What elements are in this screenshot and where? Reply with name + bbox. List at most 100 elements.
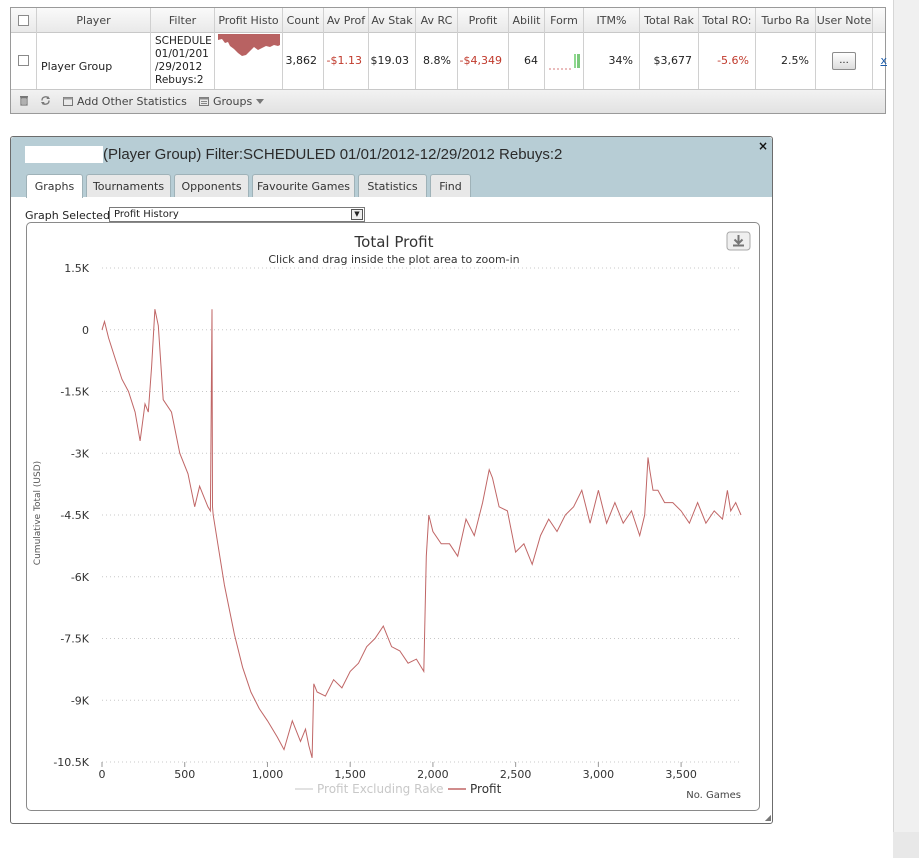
x-tick-label: 500 xyxy=(174,768,195,781)
window-title: (Player Group) Filter:SCHEDULED 01/01/20… xyxy=(103,146,563,163)
filter-line: /29/2012 xyxy=(155,60,203,73)
ability-value: 64 xyxy=(524,54,538,67)
col-label: Abilit xyxy=(512,13,541,27)
user-note-button-label: ... xyxy=(839,55,849,66)
trash-icon xyxy=(20,96,28,106)
ability-cell: 64 xyxy=(509,32,545,89)
tab-tournaments[interactable]: Tournaments xyxy=(86,174,171,197)
y-tick-label: -3K xyxy=(71,447,90,460)
filter-line: Rebuys:2 xyxy=(155,73,204,86)
col-filter[interactable]: Filter xyxy=(151,8,215,32)
chart-legend: Profit Excluding Rake Profit xyxy=(295,782,502,796)
add-other-statistics-label: Add Other Statistics xyxy=(77,95,187,108)
legend-item-profit[interactable]: Profit xyxy=(470,782,502,796)
chart-gridlines xyxy=(102,267,741,763)
close-icon: × xyxy=(757,139,768,153)
page-scrollbar[interactable] xyxy=(893,0,919,858)
dropdown-arrow-icon[interactable]: ▼ xyxy=(351,209,363,220)
scrollbar-corner xyxy=(893,832,919,858)
x-tick-label: 3,000 xyxy=(583,768,615,781)
col-form[interactable]: Form xyxy=(545,8,584,32)
col-label: Turbo Ra xyxy=(761,13,810,27)
av-profit-cell: -$1.13 xyxy=(324,32,369,89)
tab-find[interactable]: Find xyxy=(430,174,471,197)
col-label: Player xyxy=(76,13,111,27)
count-cell: 3,862 xyxy=(283,32,324,89)
table-row[interactable]: Player Group SCHEDULE 01/01/201 /29/2012… xyxy=(11,32,887,90)
y-tick-label: 1.5K xyxy=(64,262,89,275)
col-player[interactable]: Player xyxy=(37,8,151,32)
player-details-window: (Player Group) Filter:SCHEDULED 01/01/20… xyxy=(10,136,773,824)
x-tick-label: 1,000 xyxy=(252,768,284,781)
graph-select-dropdown[interactable]: Profit History ▼ xyxy=(109,207,365,222)
col-itm[interactable]: ITM% xyxy=(584,8,640,32)
y-tick-label: -10.5K xyxy=(53,756,89,769)
download-button[interactable] xyxy=(726,231,751,251)
tab-statistics[interactable]: Statistics xyxy=(358,174,427,197)
x-tick-label: 1,500 xyxy=(334,768,366,781)
profit-chart[interactable]: 1.5K 0 -1.5K -3K -4.5K -6K -7.5K -9K -10.5K 0 500… xyxy=(27,223,759,810)
y-tick-label: -6K xyxy=(71,571,90,584)
col-av-stake[interactable]: Av Stak xyxy=(369,8,416,32)
tab-label: Tournaments xyxy=(92,179,165,193)
add-other-statistics-button[interactable]: Add Other Statistics xyxy=(63,95,187,108)
av-profit-value: -$1.13 xyxy=(326,54,362,67)
tab-favourite-games[interactable]: Favourite Games xyxy=(252,174,355,197)
col-user-note[interactable]: User Note xyxy=(816,8,873,32)
tab-label: Favourite Games xyxy=(257,179,350,193)
tab-label: Find xyxy=(439,179,462,193)
form-sparkline xyxy=(549,53,580,69)
y-tick-label: -7.5K xyxy=(60,633,89,646)
col-total-rake[interactable]: Total Rak xyxy=(640,8,699,32)
row-checkbox[interactable] xyxy=(18,55,29,66)
add-stats-icon xyxy=(63,97,73,106)
col-ability[interactable]: Abilit xyxy=(509,8,545,32)
refresh-button[interactable] xyxy=(40,95,51,106)
x-axis-label: No. Games xyxy=(686,790,741,801)
user-note-button[interactable]: ... xyxy=(832,51,856,70)
turbo-ratio-cell: 2.5% xyxy=(756,32,816,89)
col-label: Count xyxy=(286,13,320,27)
groups-menu[interactable]: Groups xyxy=(199,95,265,108)
total-rake-cell: $3,677 xyxy=(640,32,699,89)
row-select[interactable] xyxy=(11,32,37,89)
x-axis: 0 500 1,000 1,500 2,000 2,500 3,000 3,500 xyxy=(99,762,697,781)
col-total-roi[interactable]: Total RO: xyxy=(699,8,756,32)
col-av-profit[interactable]: Av Prof xyxy=(324,8,369,32)
chart-title: Total Profit xyxy=(354,233,434,251)
chart-panel: 1.5K 0 -1.5K -3K -4.5K -6K -7.5K -9K -10.5K 0 500… xyxy=(26,222,760,811)
legend-item-profit-excl-rake[interactable]: Profit Excluding Rake xyxy=(317,782,443,796)
col-profit-histo[interactable]: Profit Histo xyxy=(215,8,283,32)
av-stake-value: $19.03 xyxy=(370,54,410,67)
remove-row-link[interactable]: x xyxy=(873,32,887,89)
profit-cell: -$4,349 xyxy=(458,32,509,89)
remove-row-label: x xyxy=(880,54,887,67)
col-av-roi[interactable]: Av RC xyxy=(416,8,458,32)
tab-graphs[interactable]: Graphs xyxy=(26,174,83,198)
grid-header: Player Filter Profit Histo Count Av Prof… xyxy=(11,8,885,33)
delete-button[interactable] xyxy=(19,95,29,106)
tab-opponents[interactable]: Opponents xyxy=(174,174,249,197)
player-cell[interactable]: Player Group xyxy=(37,32,151,89)
col-label: Form xyxy=(550,13,578,27)
itm-value: 34% xyxy=(608,54,633,67)
col-profit[interactable]: Profit xyxy=(458,8,509,32)
filter-line: 01/01/201 xyxy=(155,47,209,60)
select-all-checkbox[interactable] xyxy=(18,14,29,26)
series-line-profit xyxy=(101,309,742,759)
col-count[interactable]: Count xyxy=(283,8,324,32)
y-axis-label: Cumulative Total (USD) xyxy=(33,461,43,565)
col-label: Total Rak xyxy=(644,13,694,27)
total-roi-value: -5.6% xyxy=(717,54,749,67)
header-select-all[interactable] xyxy=(11,8,37,32)
close-window-button[interactable]: × xyxy=(758,139,768,153)
profit-histo-cell xyxy=(215,32,283,89)
col-turbo-ratio[interactable]: Turbo Ra xyxy=(756,8,816,32)
y-tick-label: -1.5K xyxy=(60,386,89,399)
user-note-cell: ... xyxy=(816,32,873,89)
col-label: ITM% xyxy=(596,13,627,27)
resize-grip-icon[interactable]: ◢ xyxy=(764,813,771,822)
total-roi-cell: -5.6% xyxy=(699,32,756,89)
tab-label: Opponents xyxy=(181,179,242,193)
tab-label: Statistics xyxy=(367,179,418,193)
